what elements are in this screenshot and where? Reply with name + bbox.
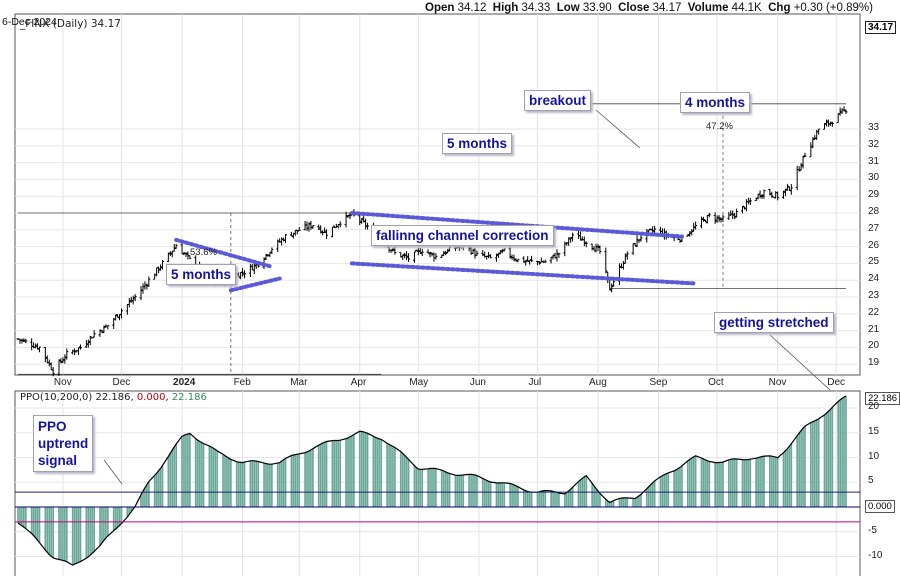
- trendline-dotted: [349, 211, 684, 239]
- x-tick-label: Dec: [112, 377, 131, 388]
- ppo-legend: PPO(10,200,0) 22.186, 0.000, 22.186: [20, 392, 207, 403]
- callout-line-stretched: [769, 334, 831, 391]
- ppo-zero-label: 0.000: [865, 500, 895, 513]
- y-tick-label: 23: [868, 290, 880, 301]
- y-tick-label: 25: [868, 256, 880, 268]
- ppo-line: [17, 395, 847, 566]
- ppo-y-tick-label: -5: [868, 524, 877, 536]
- x-tick-label: Jun: [469, 377, 486, 388]
- x-tick-label: Sep: [649, 377, 668, 388]
- y-tick-label: 30: [868, 172, 880, 184]
- y-tick-label: 26: [868, 239, 880, 251]
- last-price-label: 34.17: [865, 21, 897, 34]
- trendline-dotted: [228, 276, 282, 293]
- y-tick-label: 29: [868, 189, 880, 201]
- ohlc-header: Open 34.12 High 34.33 Low 33.90 Close 34…: [425, 2, 873, 14]
- y-tick-label: 22: [868, 306, 880, 318]
- y-tick-label: 28: [868, 206, 880, 217]
- callout-line-breakout: [595, 109, 641, 149]
- x-tick-label: Dec: [827, 377, 846, 388]
- chart-date: 6-Dec-2024: [2, 16, 57, 28]
- pct-label-right: 47.2%: [706, 121, 733, 132]
- y-tick-label: 20: [868, 340, 880, 352]
- x-tick-label: Nov: [768, 377, 787, 388]
- annotation-getting-stretched: getting stretched: [714, 312, 834, 333]
- annotation-five-months-top: 5 months: [442, 133, 513, 154]
- x-tick-label: May: [409, 377, 429, 388]
- y-tick-label: 19: [868, 357, 880, 369]
- trendline-dotted: [174, 237, 274, 269]
- x-tick-label: Jul: [528, 377, 542, 388]
- ppo-y-tick-label: 10: [868, 450, 880, 462]
- y-tick-label: 32: [868, 138, 880, 150]
- x-tick-label: Mar: [290, 377, 308, 388]
- annotation-falling-channel: fallinng channel correction: [371, 225, 554, 246]
- annotation-ppo-signal: PPO uptrend signal: [33, 415, 94, 472]
- callout-line-ppo: [103, 459, 123, 485]
- ppo-y-tick-label: 20: [868, 401, 880, 412]
- ppo-y-tick-label: 5: [868, 475, 874, 487]
- price-legend: _FINX (Daily) 34.17: [20, 18, 121, 30]
- ppo-y-tick-label: 15: [868, 425, 880, 437]
- y-tick-label: 31: [868, 155, 880, 167]
- annotation-five-months-left: 5 months: [166, 264, 237, 285]
- y-tick-label: 21: [868, 323, 880, 335]
- x-tick-label: 2024: [173, 377, 196, 388]
- x-tick-label: Apr: [350, 377, 367, 388]
- pct-label-left: 53.6%: [190, 247, 217, 258]
- annotation-breakout: breakout: [524, 90, 592, 111]
- x-tick-label: Feb: [233, 377, 251, 388]
- x-tick-label: Nov: [53, 377, 72, 388]
- y-tick-label: 27: [868, 222, 880, 234]
- y-tick-label: 33: [868, 122, 880, 133]
- x-tick-label: Oct: [708, 377, 724, 388]
- y-tick-label: 24: [868, 273, 880, 285]
- x-tick-label: Aug: [588, 377, 607, 388]
- trendline-dotted: [349, 261, 698, 286]
- ppo-y-tick-label: -10: [868, 549, 883, 561]
- annotation-four-months: 4 months: [680, 92, 751, 113]
